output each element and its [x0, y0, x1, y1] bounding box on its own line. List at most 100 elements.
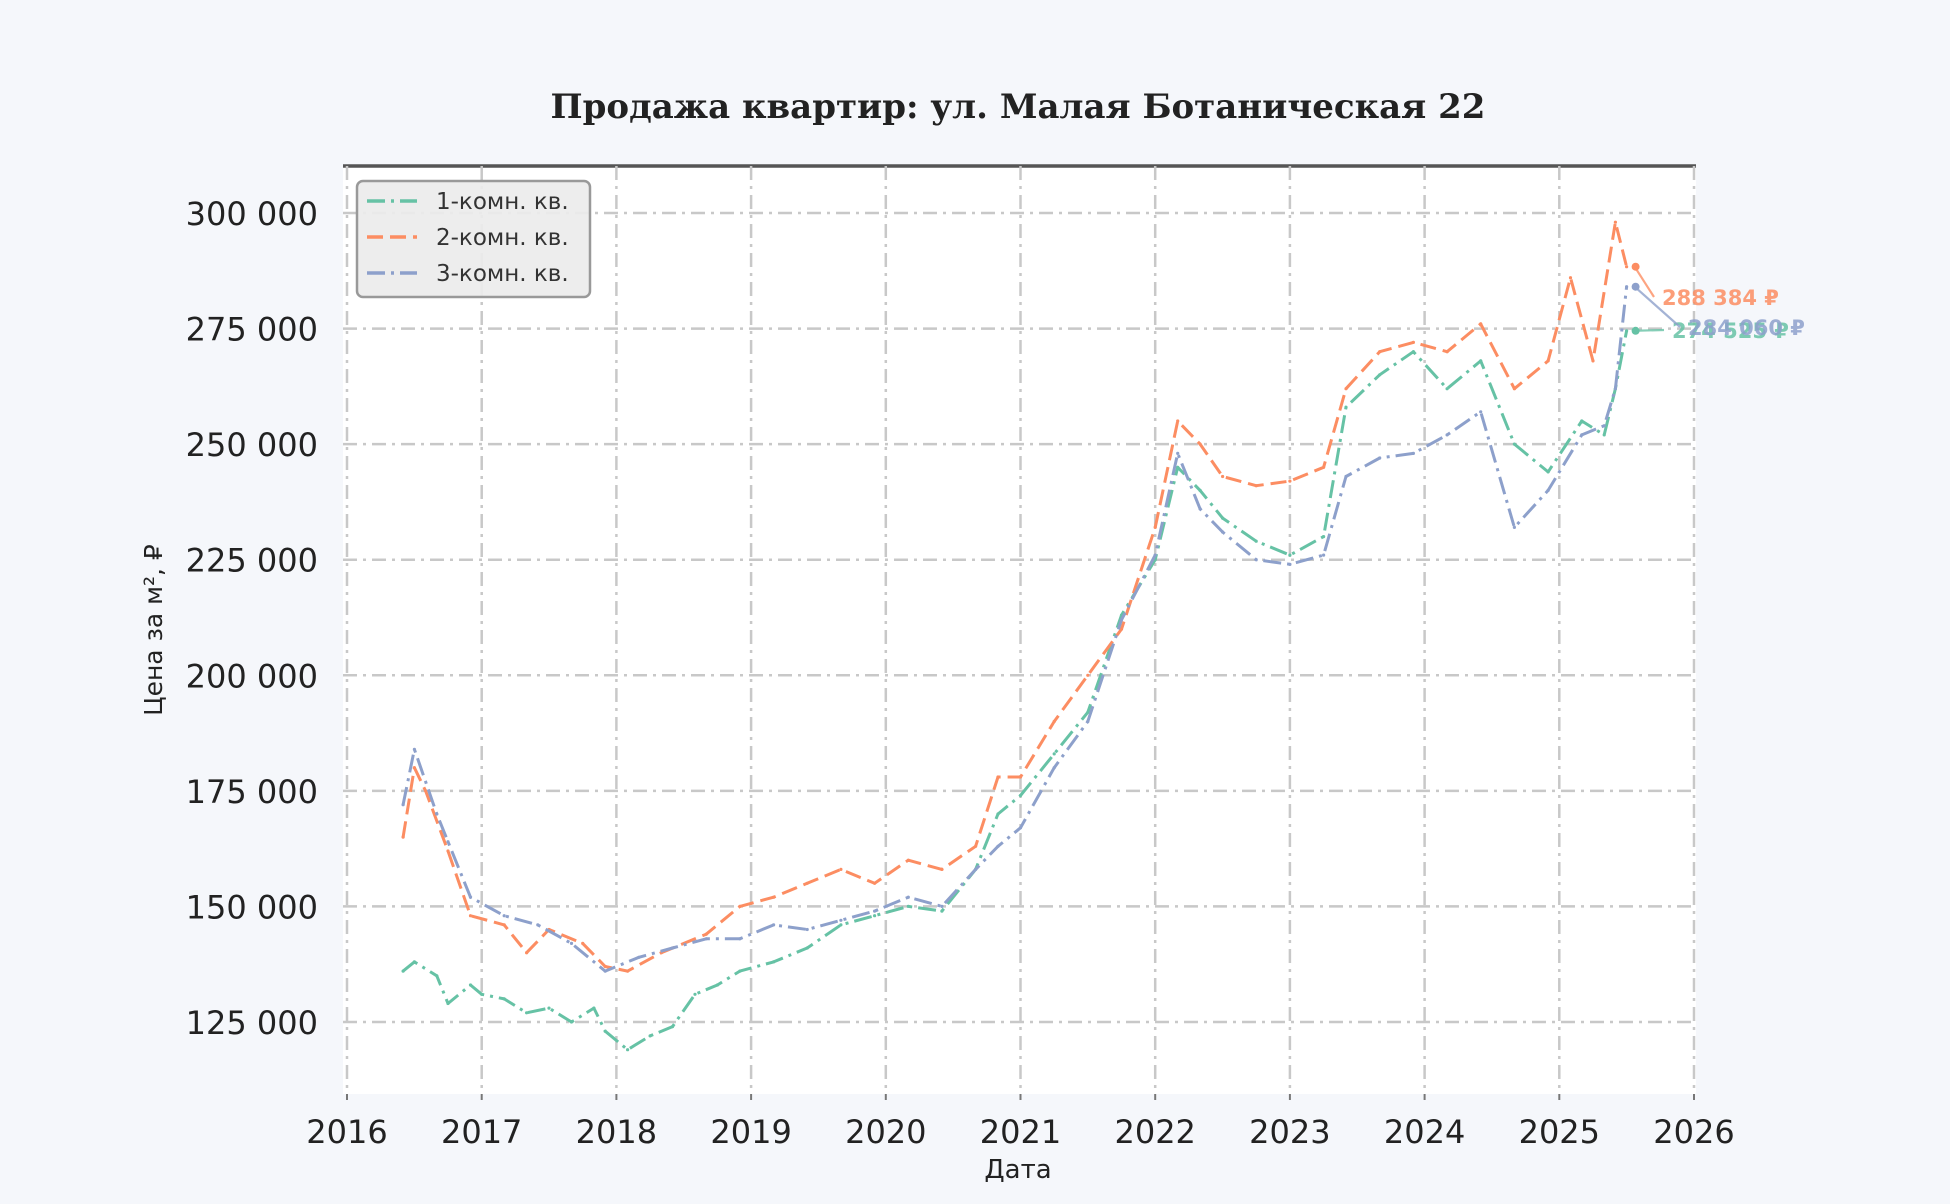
series-point	[1411, 451, 1415, 455]
y-tick-label: 125 000	[186, 1004, 318, 1042]
series-point	[626, 1048, 630, 1052]
series-point	[525, 1011, 529, 1015]
series-point	[1086, 673, 1090, 677]
x-tick-label: 2017	[441, 1113, 522, 1151]
series-point	[569, 1020, 574, 1024]
series-point	[1198, 488, 1202, 492]
y-tick-label: 150 000	[186, 888, 318, 926]
x-tick-label: 2021	[980, 1113, 1061, 1151]
series-point	[839, 867, 843, 872]
series-point	[738, 937, 742, 941]
series-point	[996, 812, 1000, 816]
end-label-arrow	[1633, 266, 1655, 298]
series-point	[940, 904, 944, 909]
series-point	[1479, 359, 1483, 363]
legend-entry-label: 1-комн. кв.	[436, 189, 569, 215]
series-point	[1052, 752, 1056, 756]
series-point	[1546, 488, 1550, 492]
series-point	[1625, 285, 1629, 289]
end-value-label: 274 525 ₽	[1672, 319, 1789, 343]
series-point	[670, 946, 675, 950]
series-point	[738, 904, 742, 909]
x-tick-label: 2026	[1653, 1113, 1734, 1151]
x-tick-label: 2024	[1384, 1113, 1465, 1151]
series-point	[772, 960, 776, 964]
series-point	[581, 941, 585, 946]
series-point	[1288, 479, 1292, 483]
series-point	[996, 775, 1000, 779]
y-tick-label: 250 000	[186, 426, 318, 464]
series-point	[603, 964, 607, 969]
x-tick-label: 2022	[1114, 1113, 1195, 1151]
series-point	[1052, 766, 1056, 770]
series-point	[1153, 553, 1157, 557]
x-tick-label: 2020	[845, 1113, 926, 1151]
series-layer	[401, 220, 1629, 1052]
series-point	[670, 1025, 675, 1029]
end-label-arrow	[1633, 285, 1681, 328]
series-point	[1018, 826, 1023, 830]
series-point	[569, 941, 574, 946]
series-point	[1288, 553, 1292, 557]
end-value-label: 284 060 ₽	[1688, 316, 1805, 340]
series-point	[525, 951, 529, 955]
series-point	[1119, 627, 1124, 631]
end-value-label: 288 384 ₽	[1662, 286, 1779, 310]
series-point	[1344, 474, 1348, 479]
x-tick-label: 2025	[1519, 1113, 1600, 1151]
series-point	[1344, 387, 1348, 391]
y-axis-label: Цена за м², ₽	[139, 544, 168, 716]
axis-layer: 2016 2017 2018 2019 2020 2021 2022 2023 2024 2025…	[186, 195, 1735, 1151]
series-point	[873, 881, 877, 885]
series-point	[446, 1001, 450, 1006]
series-point	[1479, 322, 1483, 326]
series-point	[1591, 359, 1595, 363]
series-point	[1580, 433, 1584, 437]
series-point	[974, 867, 978, 872]
series-point	[401, 835, 405, 839]
legend-box	[355, 179, 592, 299]
series-point	[412, 960, 416, 964]
series-point	[906, 858, 910, 862]
series-point	[1052, 719, 1056, 724]
series-point	[1378, 373, 1382, 377]
series-point	[996, 844, 1000, 848]
series-point	[502, 923, 506, 927]
y-tick-label: 225 000	[186, 542, 318, 580]
series-point	[772, 923, 776, 927]
series-point	[435, 812, 439, 816]
y-tick-label: 175 000	[186, 773, 318, 811]
series-point	[940, 909, 944, 913]
series-point	[1198, 507, 1202, 511]
series-point	[502, 914, 506, 918]
series-point	[738, 969, 742, 973]
series-point	[401, 803, 405, 807]
series-point	[637, 955, 641, 959]
series-point	[873, 914, 877, 918]
y-tick-label: 300 000	[186, 195, 318, 233]
series-point	[1602, 433, 1606, 437]
series-point	[1445, 433, 1449, 437]
series-point	[1018, 793, 1023, 798]
series-line	[401, 220, 1629, 973]
series-point	[1602, 424, 1606, 428]
series-point	[412, 766, 416, 770]
end-label-arrowhead	[1631, 326, 1640, 335]
series-point	[1445, 350, 1449, 354]
legend: 1-комн. кв. 2-комн. кв. 3-комн. кв.	[355, 179, 592, 299]
series-point	[435, 974, 439, 978]
series-point	[906, 895, 910, 899]
series-point	[1288, 562, 1292, 566]
y-tick-label: 275 000	[186, 311, 318, 349]
series-point	[468, 895, 473, 899]
series-point	[1378, 350, 1382, 354]
series-point	[1625, 329, 1629, 333]
x-tick-label: 2016	[306, 1113, 387, 1151]
series-point	[468, 914, 473, 918]
series-point	[906, 904, 910, 909]
series-point	[1512, 442, 1516, 446]
series-point	[1086, 719, 1090, 724]
series-point	[1221, 530, 1225, 534]
